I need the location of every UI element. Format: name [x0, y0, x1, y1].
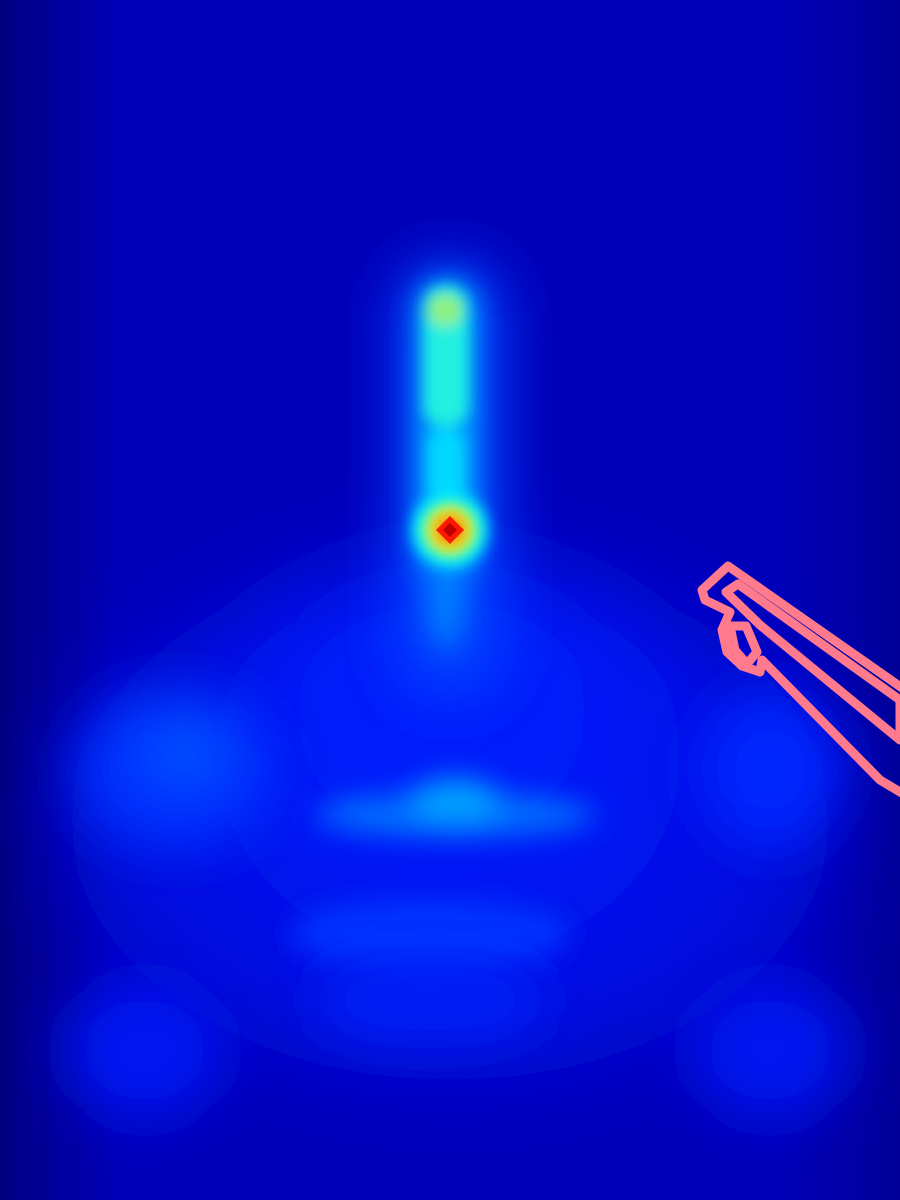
lower-right-blob — [690, 980, 850, 1120]
upper-vertical-streak-hot — [424, 286, 468, 500]
lower-left-blob — [65, 980, 225, 1120]
horizontal-band — [290, 778, 595, 970]
peak-hotspot — [412, 492, 488, 568]
right-side-blob — [700, 690, 840, 850]
contour-overlay — [697, 561, 900, 798]
left-side-blob — [75, 690, 275, 850]
lower-center-glow — [310, 960, 550, 1040]
